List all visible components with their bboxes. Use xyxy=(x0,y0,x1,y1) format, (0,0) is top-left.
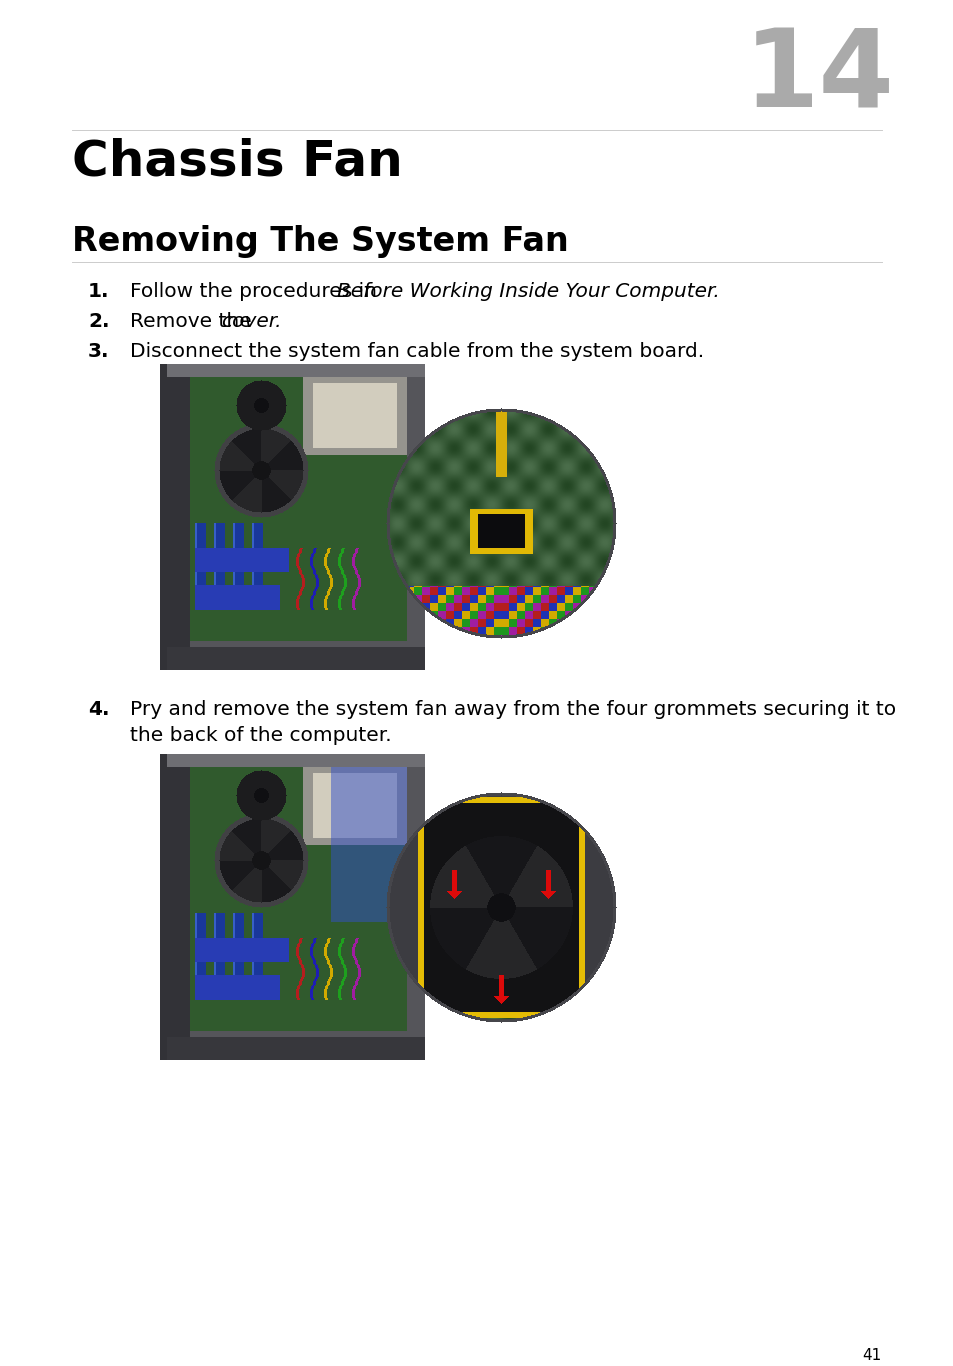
Text: Before Working Inside Your Computer.: Before Working Inside Your Computer. xyxy=(336,281,719,301)
Text: Follow the procedures in: Follow the procedures in xyxy=(130,281,383,301)
Text: Remove the: Remove the xyxy=(130,311,258,331)
Text: 41: 41 xyxy=(862,1348,882,1363)
Text: 3.: 3. xyxy=(88,342,110,361)
Text: 1.: 1. xyxy=(88,281,110,301)
Text: 4.: 4. xyxy=(88,699,110,719)
Text: cover.: cover. xyxy=(221,311,281,331)
Text: Pry and remove the system fan away from the four grommets securing it to: Pry and remove the system fan away from … xyxy=(130,699,895,719)
Text: Removing The System Fan: Removing The System Fan xyxy=(71,225,568,258)
Text: Disconnect the system fan cable from the system board.: Disconnect the system fan cable from the… xyxy=(130,342,703,361)
Text: 2.: 2. xyxy=(88,311,110,331)
Text: Chassis Fan: Chassis Fan xyxy=(71,138,402,186)
Text: the back of the computer.: the back of the computer. xyxy=(130,725,392,744)
Text: 14: 14 xyxy=(743,25,894,131)
